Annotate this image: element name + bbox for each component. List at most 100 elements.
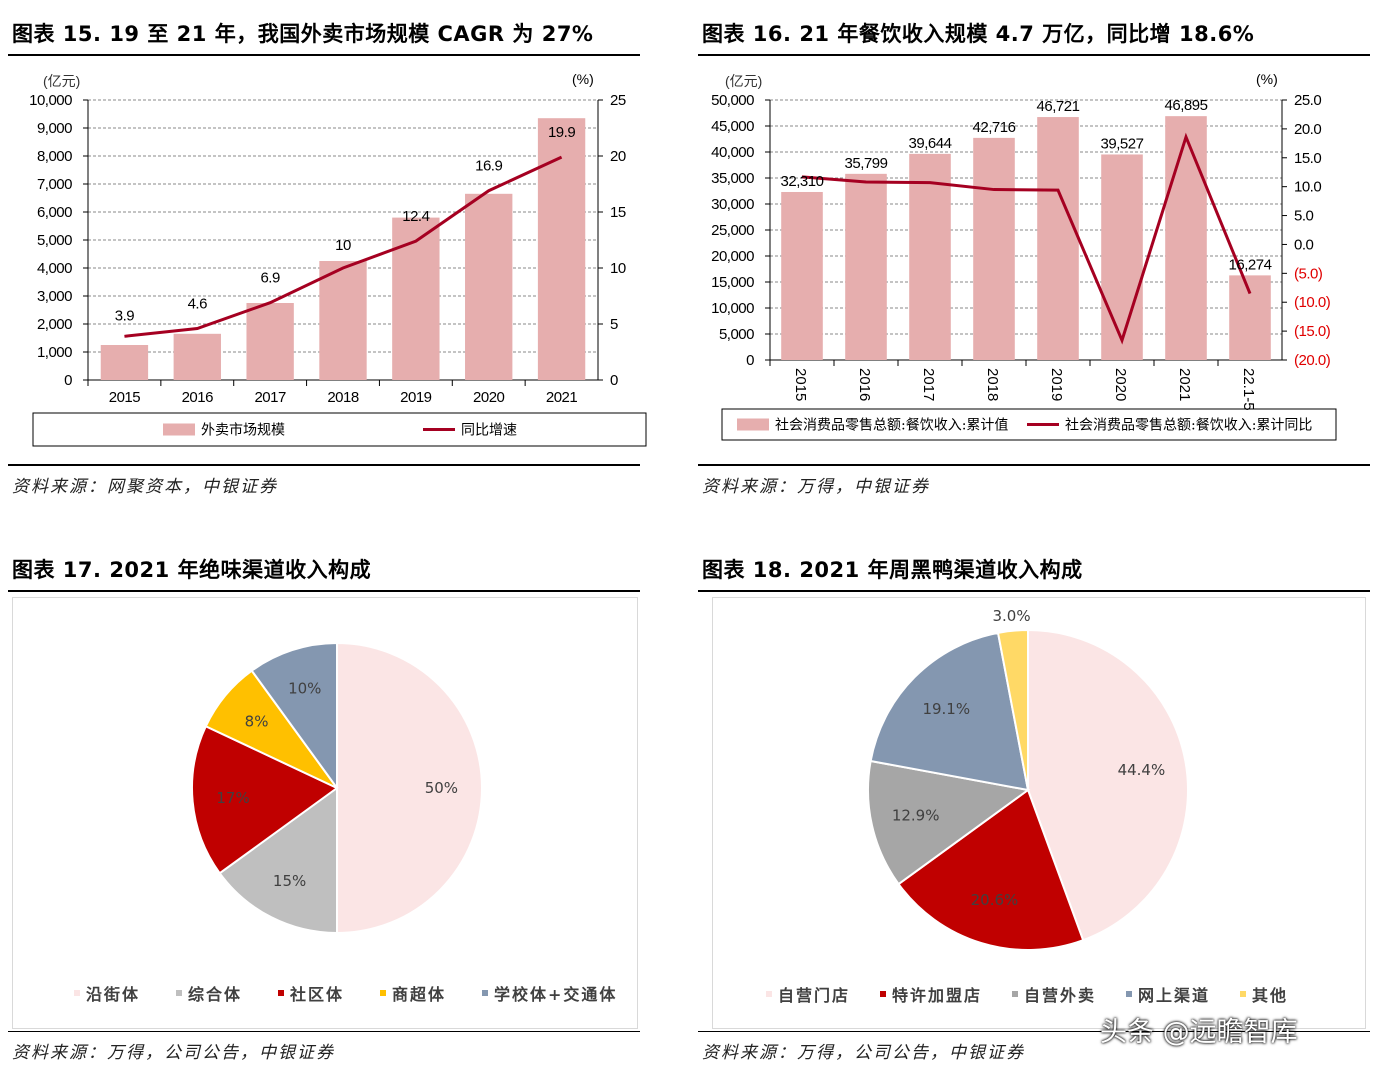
legend-bar-label: 外卖市场规模 bbox=[201, 422, 285, 439]
legend-label: 特许加盟店 bbox=[892, 986, 982, 1005]
right-tick-label: 10 bbox=[610, 260, 626, 277]
data-label: 39,644 bbox=[909, 135, 952, 152]
right-tick-label: 20 bbox=[610, 148, 626, 165]
x-tick-label: 2015 bbox=[109, 389, 141, 406]
pie-value-label: 19.1% bbox=[922, 700, 970, 718]
left-tick-label: 0 bbox=[64, 372, 72, 389]
x-tick-label: 2016 bbox=[182, 389, 214, 406]
divider bbox=[8, 54, 640, 56]
figure-17-title: 图表 17. 2021 年绝味渠道收入构成 bbox=[12, 558, 372, 582]
bar bbox=[392, 217, 440, 380]
pie-slice bbox=[250, 641, 338, 792]
pie-value-label: 17% bbox=[216, 789, 249, 807]
x-tick-label: 2020 bbox=[1112, 368, 1129, 401]
bar bbox=[781, 191, 823, 360]
legend-swatch bbox=[176, 990, 182, 996]
right-tick-label: 15.0 bbox=[1294, 150, 1321, 167]
legend-label: 自营外卖 bbox=[1024, 986, 1096, 1005]
growth-line bbox=[124, 155, 563, 338]
data-label: 3.9 bbox=[115, 307, 135, 324]
x-tick-label: 2021 bbox=[1176, 368, 1193, 401]
bar bbox=[909, 153, 951, 360]
right-tick-label: 25.0 bbox=[1294, 92, 1321, 109]
pie-value-label: 20.6% bbox=[971, 891, 1019, 909]
divider bbox=[698, 54, 1370, 56]
left-tick-label: 0 bbox=[746, 352, 754, 369]
left-tick-label: 4,000 bbox=[37, 260, 72, 277]
divider bbox=[698, 1031, 1370, 1032]
pie-slice bbox=[191, 724, 339, 875]
bar bbox=[173, 333, 221, 380]
x-tick-label: 2015 bbox=[792, 368, 809, 401]
divider bbox=[8, 1031, 640, 1032]
data-label: 46,895 bbox=[1165, 97, 1208, 114]
left-tick-label: 3,000 bbox=[37, 288, 72, 305]
pie-value-label: 44.4% bbox=[1118, 761, 1166, 779]
data-label: 46,721 bbox=[1037, 98, 1080, 115]
pie-value-label: 10% bbox=[288, 680, 321, 698]
data-label: 35,799 bbox=[845, 155, 888, 172]
legend-swatch bbox=[380, 990, 386, 996]
data-label: 12.4 bbox=[402, 208, 429, 225]
left-tick-label: 2,000 bbox=[37, 316, 72, 333]
right-tick-label: 15 bbox=[610, 204, 626, 221]
left-tick-label: 5,000 bbox=[719, 326, 754, 343]
figure-18-frame bbox=[712, 597, 1366, 1029]
legend-swatch bbox=[1126, 991, 1132, 997]
legend-swatch bbox=[766, 991, 772, 997]
right-tick-label: (15.0) bbox=[1294, 323, 1331, 340]
right-tick-label: (20.0) bbox=[1294, 352, 1331, 369]
figure-16-title: 图表 16. 21 年餐饮收入规模 4.7 万亿，同比增 18.6% bbox=[702, 22, 1255, 46]
left-axis-unit: (亿元) bbox=[43, 73, 80, 89]
left-tick-label: 10,000 bbox=[29, 92, 72, 109]
right-axis-unit: (%) bbox=[1256, 71, 1278, 87]
legend-line-label: 社会消费品零售总额:餐饮收入:累计同比 bbox=[1065, 418, 1312, 434]
pie-value-label: 8% bbox=[245, 712, 269, 730]
legend-label: 网上渠道 bbox=[1138, 986, 1210, 1005]
right-tick-label: 20.0 bbox=[1294, 121, 1321, 138]
figure-15-source: 资料来源：网聚资本，中银证券 bbox=[12, 477, 278, 497]
watermark: 头条 @远瞻智库 bbox=[1100, 1017, 1298, 1048]
legend-swatch bbox=[1240, 991, 1246, 997]
data-label: 42,716 bbox=[973, 119, 1016, 136]
left-tick-label: 35,000 bbox=[711, 170, 754, 187]
legend-label: 沿街体 bbox=[86, 985, 140, 1004]
legend-bar-swatch bbox=[737, 418, 769, 431]
bar bbox=[1037, 117, 1079, 360]
right-tick-label: 0 bbox=[610, 372, 618, 389]
right-tick-label: 10.0 bbox=[1294, 179, 1321, 196]
legend-label: 综合体 bbox=[188, 985, 242, 1004]
figure-17-source: 资料来源：万得，公司公告，中银证券 bbox=[12, 1043, 335, 1063]
legend-line-label: 同比增速 bbox=[461, 423, 517, 439]
legend-swatch bbox=[278, 990, 284, 996]
data-label: 6.9 bbox=[260, 270, 280, 287]
pie-value-label: 50% bbox=[425, 779, 458, 797]
figure-16-source: 资料来源：万得，中银证券 bbox=[702, 477, 930, 497]
left-tick-label: 5,000 bbox=[37, 232, 72, 249]
legend-label: 自营门店 bbox=[778, 986, 850, 1005]
divider bbox=[8, 590, 640, 592]
left-tick-label: 50,000 bbox=[711, 92, 754, 109]
right-tick-label: 0.0 bbox=[1294, 236, 1314, 253]
bar bbox=[465, 193, 513, 380]
right-tick-label: 5.0 bbox=[1294, 208, 1314, 225]
left-tick-label: 45,000 bbox=[711, 118, 754, 135]
divider bbox=[698, 464, 1370, 466]
figure-15-title: 图表 15. 19 至 21 年，我国外卖市场规模 CAGR 为 27% bbox=[12, 22, 594, 46]
pie-slice bbox=[996, 628, 1029, 791]
data-label: 16.9 bbox=[475, 158, 502, 175]
left-tick-label: 25,000 bbox=[711, 222, 754, 239]
bar bbox=[1229, 275, 1271, 360]
left-tick-label: 15,000 bbox=[711, 274, 754, 291]
legend-swatch bbox=[482, 990, 488, 996]
x-tick-label: 2017 bbox=[254, 389, 286, 406]
legend-swatch bbox=[880, 991, 886, 997]
data-label: 39,527 bbox=[1101, 135, 1144, 152]
legend-label: 商超体 bbox=[392, 985, 446, 1004]
legend-box bbox=[721, 408, 1337, 441]
bar bbox=[1165, 116, 1207, 361]
left-tick-label: 10,000 bbox=[711, 300, 754, 317]
x-tick-label: 2017 bbox=[920, 368, 937, 401]
figure-17-frame bbox=[12, 597, 638, 1029]
